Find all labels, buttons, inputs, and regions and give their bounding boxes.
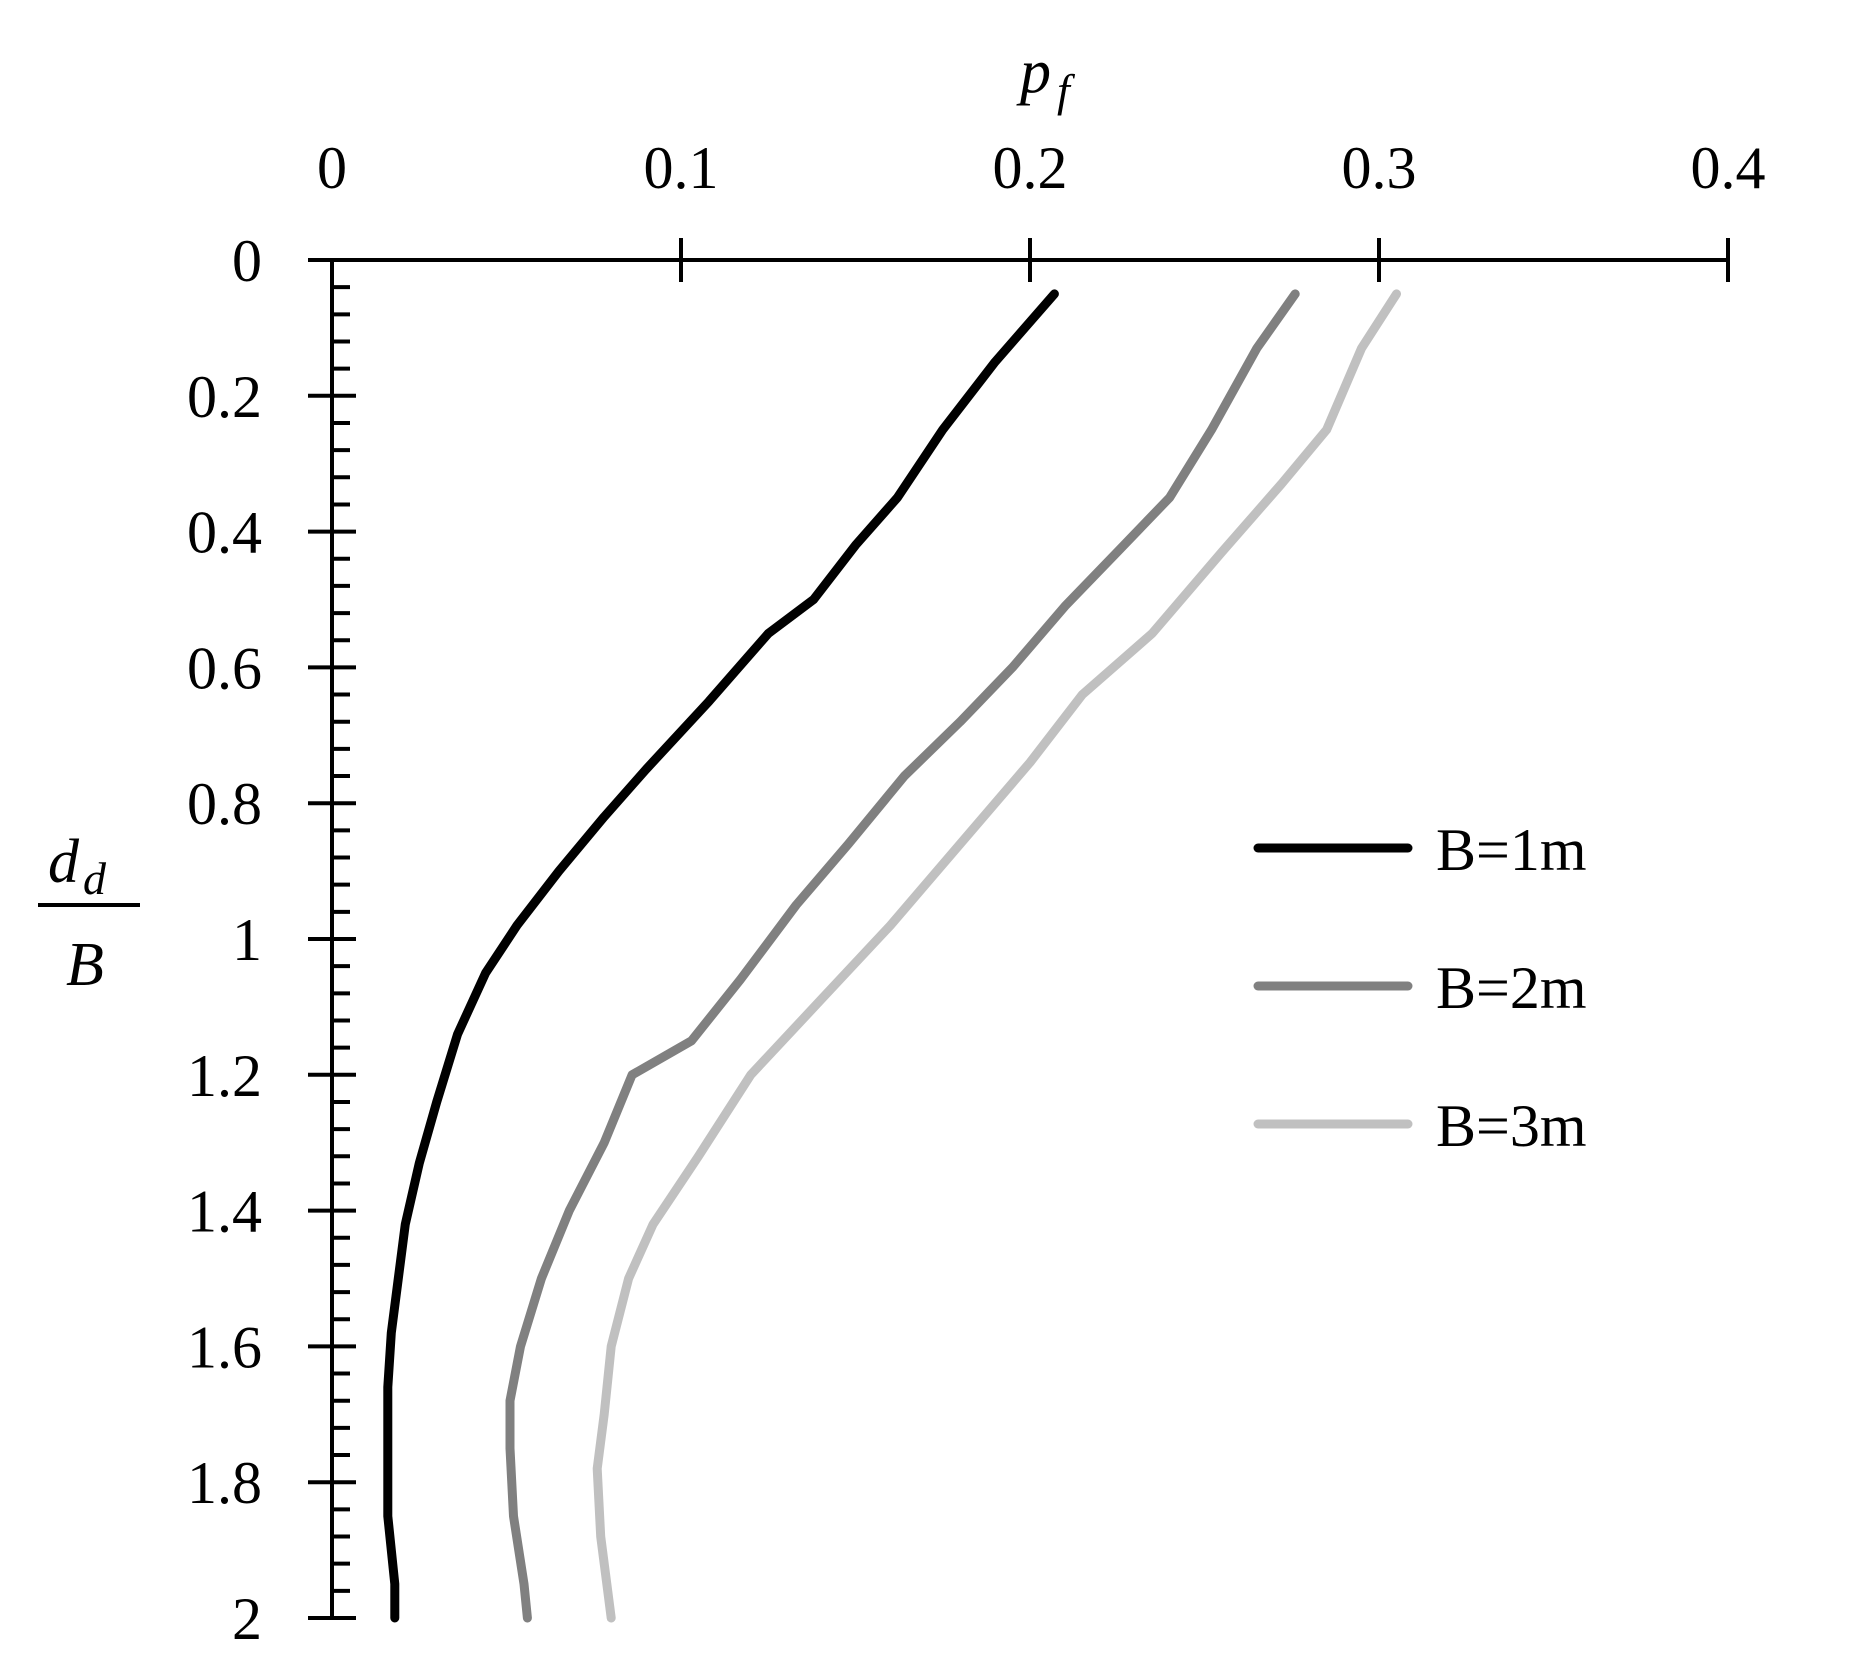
x-axis-tick-labels: 0 0.1 0.2 0.3 0.4: [317, 135, 1766, 201]
y-tick-label: 0.4: [187, 500, 262, 566]
y-axis-title-numerator-sub: d: [83, 853, 107, 904]
svg-text:dd: dd: [48, 828, 107, 904]
y-tick-label: 0.6: [187, 635, 262, 701]
y-tick-label: 1: [232, 907, 262, 973]
y-axis-title: dd B: [38, 828, 140, 999]
x-tick-label: 0.4: [1691, 135, 1766, 201]
y-tick-label: 0.2: [187, 364, 262, 430]
legend-label-1: B=1m: [1436, 817, 1587, 883]
y-tick-label: 0: [232, 228, 262, 294]
y-axis-minor-ticks: [332, 285, 350, 1593]
y-tick-label: 1.4: [187, 1179, 262, 1245]
axes: [308, 258, 1728, 1618]
x-axis-title-sub: f: [1057, 65, 1076, 116]
y-tick-label: 1.6: [187, 1314, 262, 1380]
y-tick-label: 1.2: [187, 1043, 262, 1109]
x-tick-label: 0: [317, 135, 347, 201]
x-tick-label: 0.2: [993, 135, 1068, 201]
series-line-1: [383, 289, 1059, 1623]
legend: B=1m B=2m B=3m: [1253, 817, 1587, 1159]
y-axis-ticks: [308, 393, 356, 1620]
series-layer: [383, 289, 1401, 1623]
y-axis-tick-labels: 0 0.2 0.4 0.6 0.8 1 1.2 1.4 1.6 1.8 2: [187, 228, 262, 1652]
series-line-3: [592, 289, 1401, 1623]
y-axis-title-numerator-main: d: [48, 828, 80, 896]
x-axis-title-main: p: [1016, 38, 1051, 106]
series-line-2: [505, 289, 1300, 1623]
y-tick-label: 2: [232, 1586, 262, 1652]
y-tick-label: 0.8: [187, 771, 262, 837]
y-axis-title-denominator: B: [66, 931, 104, 999]
x-tick-label: 0.3: [1342, 135, 1417, 201]
legend-label-3: B=3m: [1436, 1093, 1587, 1159]
x-axis-ticks: [679, 238, 1730, 282]
x-tick-label: 0.1: [644, 135, 719, 201]
y-tick-label: 1.8: [187, 1450, 262, 1516]
legend-label-2: B=2m: [1436, 955, 1587, 1021]
